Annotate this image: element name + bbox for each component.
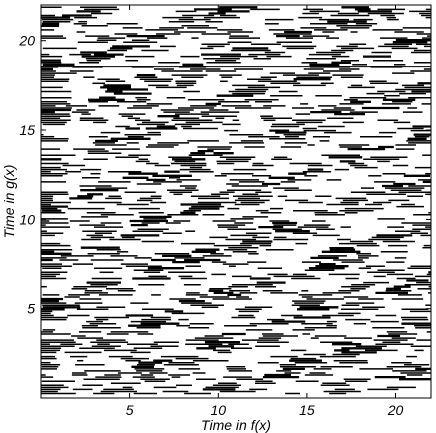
y-tick-label: 15 <box>19 122 35 138</box>
x-tick-label: 5 <box>126 402 134 418</box>
x-tick-label: 10 <box>211 402 227 418</box>
plot-frame <box>40 4 432 399</box>
plot-marks <box>41 6 431 395</box>
y-axis-label: Time in g(x) <box>1 165 17 239</box>
x-axis-label: Time in f(x) <box>201 417 271 433</box>
y-tick-labels: 5 10 15 20 <box>18 33 35 317</box>
y-tick-label: 10 <box>19 211 35 227</box>
y-tick-label: 5 <box>27 301 35 317</box>
x-tick-label: 20 <box>387 402 404 418</box>
y-tick-label: 20 <box>18 33 35 49</box>
axis-ticks <box>41 5 431 398</box>
x-tick-label: 15 <box>299 402 315 418</box>
x-tick-labels: 5 10 15 20 <box>126 402 404 418</box>
